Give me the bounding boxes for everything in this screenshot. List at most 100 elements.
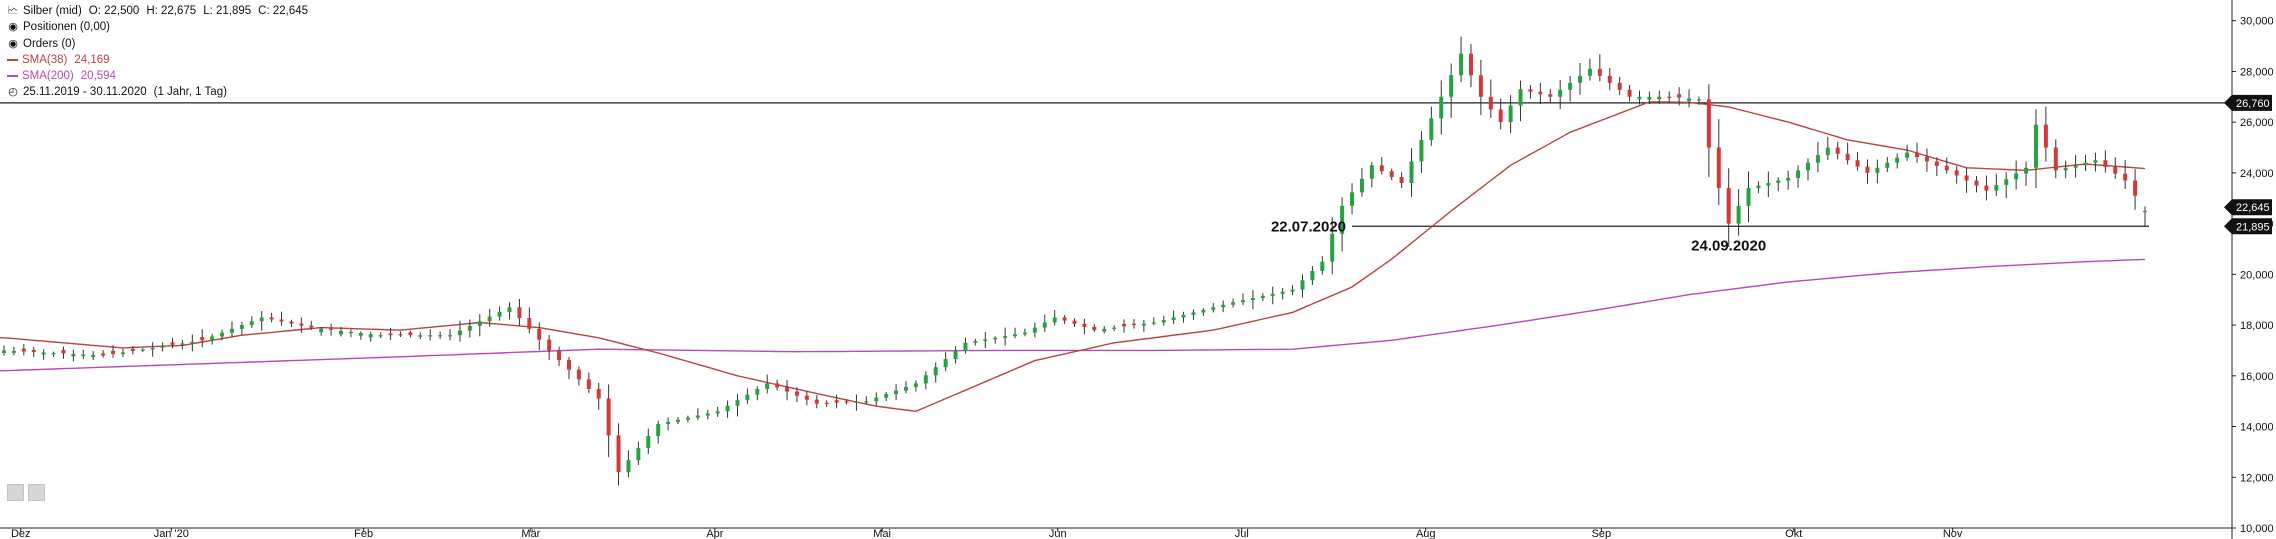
- candle[interactable]: [1687, 89, 1692, 108]
- candle[interactable]: [1518, 80, 1523, 122]
- candle[interactable]: [765, 374, 770, 394]
- candle[interactable]: [1568, 76, 1573, 102]
- candle[interactable]: [1716, 119, 1721, 206]
- candle[interactable]: [1003, 327, 1008, 346]
- candle[interactable]: [150, 342, 155, 357]
- candle[interactable]: [636, 441, 641, 465]
- candle[interactable]: [1062, 315, 1067, 324]
- candle[interactable]: [438, 331, 443, 339]
- candle[interactable]: [735, 393, 740, 417]
- candle[interactable]: [2024, 161, 2029, 186]
- candle[interactable]: [1766, 171, 1771, 198]
- candle[interactable]: [1905, 144, 1910, 161]
- candle[interactable]: [190, 334, 195, 352]
- candle[interactable]: [1369, 162, 1374, 188]
- zoom-out-button[interactable]: [7, 484, 24, 501]
- candle[interactable]: [477, 314, 482, 337]
- candle[interactable]: [1042, 314, 1047, 332]
- candle[interactable]: [507, 302, 512, 320]
- candle[interactable]: [814, 395, 819, 409]
- candle[interactable]: [844, 399, 849, 405]
- candle[interactable]: [1954, 165, 1959, 184]
- candle[interactable]: [1221, 300, 1226, 313]
- candle[interactable]: [41, 349, 46, 360]
- candle[interactable]: [824, 400, 829, 407]
- candle[interactable]: [1072, 318, 1077, 328]
- candle[interactable]: [279, 311, 284, 326]
- candle[interactable]: [378, 332, 383, 338]
- candle[interactable]: [1429, 106, 1434, 146]
- candle[interactable]: [1924, 148, 1929, 172]
- candle[interactable]: [239, 321, 244, 335]
- candle[interactable]: [2004, 172, 2009, 199]
- candle[interactable]: [775, 379, 780, 391]
- candle[interactable]: [1726, 168, 1731, 247]
- candle[interactable]: [1558, 79, 1563, 110]
- candle[interactable]: [804, 390, 809, 406]
- candle[interactable]: [854, 394, 859, 411]
- candle[interactable]: [408, 330, 413, 338]
- candle[interactable]: [448, 328, 453, 341]
- candle[interactable]: [2113, 157, 2118, 179]
- candle[interactable]: [1082, 318, 1087, 335]
- candle[interactable]: [388, 327, 393, 340]
- candle[interactable]: [1032, 322, 1037, 338]
- candle[interactable]: [1330, 216, 1335, 275]
- candle[interactable]: [61, 346, 66, 359]
- candle[interactable]: [1578, 63, 1583, 95]
- candle[interactable]: [1696, 96, 1701, 105]
- candle[interactable]: [1389, 168, 1394, 181]
- candle[interactable]: [1122, 319, 1127, 333]
- candle[interactable]: [1825, 136, 1830, 161]
- candle[interactable]: [1231, 298, 1236, 308]
- candle[interactable]: [1498, 98, 1503, 130]
- candle[interactable]: [1171, 310, 1176, 324]
- candle[interactable]: [1994, 173, 1999, 196]
- candle[interactable]: [2053, 139, 2058, 179]
- candle[interactable]: [329, 323, 334, 336]
- candle[interactable]: [2073, 155, 2078, 178]
- candle[interactable]: [1508, 95, 1513, 134]
- candle[interactable]: [1657, 90, 1662, 104]
- candle[interactable]: [21, 344, 26, 356]
- candle[interactable]: [1548, 88, 1553, 104]
- candle[interactable]: [130, 345, 135, 355]
- candle[interactable]: [626, 450, 631, 478]
- candle[interactable]: [1439, 80, 1444, 135]
- candle[interactable]: [339, 326, 344, 337]
- candle[interactable]: [398, 331, 403, 338]
- candle[interactable]: [566, 357, 571, 380]
- candle[interactable]: [1736, 189, 1741, 236]
- candle[interactable]: [1538, 83, 1543, 105]
- candle[interactable]: [180, 340, 185, 350]
- candle[interactable]: [1627, 84, 1632, 102]
- candle[interactable]: [220, 329, 225, 341]
- candle[interactable]: [1092, 324, 1097, 332]
- candle[interactable]: [1280, 288, 1285, 300]
- candle[interactable]: [755, 386, 760, 401]
- candle[interactable]: [11, 346, 16, 356]
- candle[interactable]: [1776, 177, 1781, 192]
- candle[interactable]: [685, 415, 690, 423]
- candle[interactable]: [1211, 302, 1216, 313]
- candle[interactable]: [1151, 317, 1156, 326]
- menu-button[interactable]: [28, 484, 45, 501]
- candle[interactable]: [1786, 170, 1791, 190]
- candle[interactable]: [1587, 58, 1592, 81]
- candle[interactable]: [517, 298, 522, 326]
- candle[interactable]: [348, 329, 353, 338]
- candle[interactable]: [170, 338, 175, 349]
- candle[interactable]: [1637, 90, 1642, 105]
- candle[interactable]: [1022, 328, 1027, 337]
- legend-sma200-row[interactable]: SMA(200) 20,594: [6, 68, 308, 84]
- candle[interactable]: [2133, 169, 2138, 210]
- candle[interactable]: [101, 350, 106, 358]
- candle[interactable]: [1409, 148, 1414, 197]
- candle[interactable]: [2123, 159, 2128, 189]
- candle[interactable]: [2093, 152, 2098, 172]
- candle[interactable]: [1359, 168, 1364, 197]
- candle[interactable]: [200, 329, 205, 348]
- candle[interactable]: [1944, 157, 1949, 174]
- candle[interactable]: [527, 307, 532, 334]
- candle[interactable]: [2143, 206, 2147, 227]
